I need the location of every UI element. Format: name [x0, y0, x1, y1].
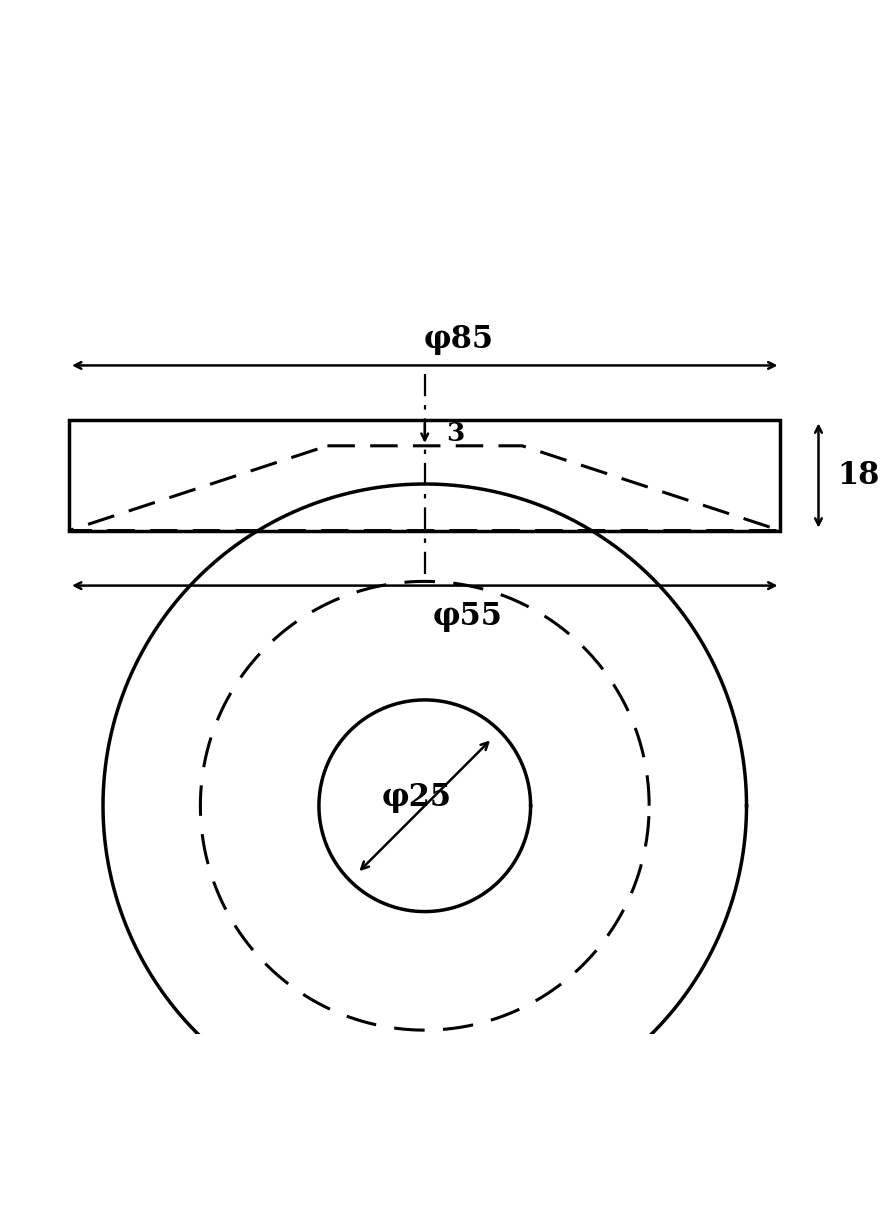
Text: φ55: φ55 [432, 601, 502, 632]
Text: 18: 18 [837, 459, 879, 491]
Text: φ85: φ85 [424, 324, 494, 356]
Text: 3: 3 [446, 420, 464, 446]
Bar [69, 420, 781, 530]
Text: φ25: φ25 [381, 782, 451, 813]
